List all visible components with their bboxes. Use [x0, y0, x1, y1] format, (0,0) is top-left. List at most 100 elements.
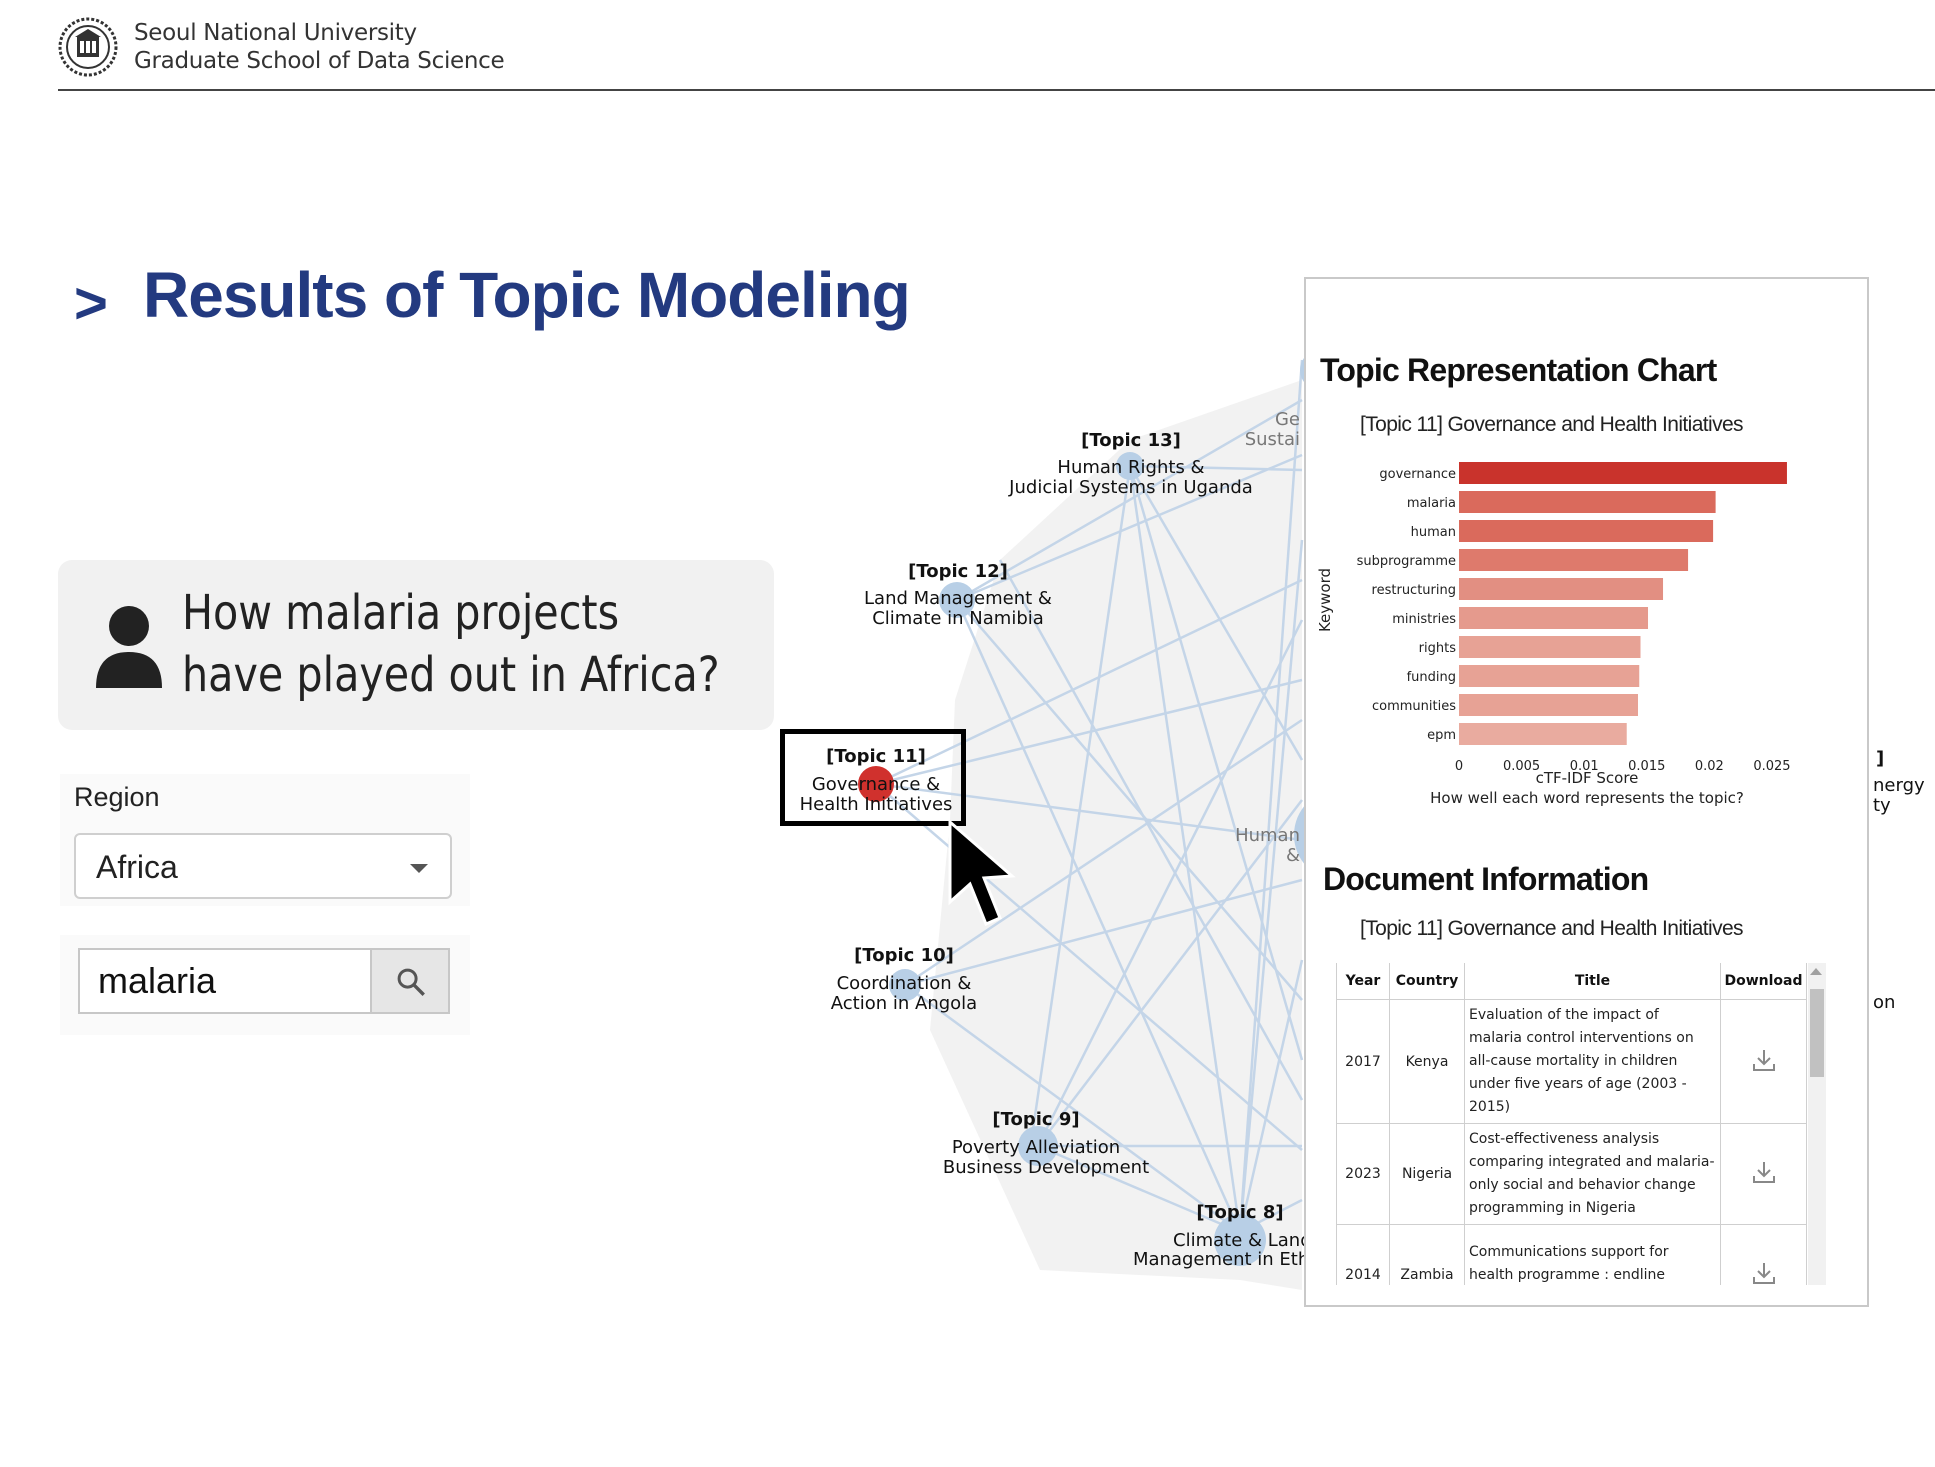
region-dropdown[interactable]: Africa	[74, 833, 452, 899]
topic-node-11[interactable]	[858, 766, 894, 802]
chart-x-tick-label: 0.02	[1695, 759, 1724, 774]
column-header-year[interactable]: Year	[1336, 963, 1390, 1000]
topic-node-8[interactable]	[1214, 1214, 1266, 1266]
chart-category-label: subprogramme	[1357, 554, 1456, 569]
chart-x-tick-label: 0.005	[1503, 759, 1540, 774]
query-card	[58, 560, 774, 730]
network-labels: [Topic 13] Human Rights & Judicial Syste…	[800, 409, 1925, 1270]
download-icon[interactable]	[1751, 1047, 1777, 1073]
chart-bar-human[interactable]	[1459, 520, 1714, 542]
query-text-line-2: have played out in Africa?	[182, 647, 720, 703]
table-row: 2023 Nigeria Cost-effectiveness analysis…	[1336, 1123, 1807, 1225]
chart-x-tick-label: 0.01	[1570, 759, 1599, 774]
partial-label-right-b: nergy	[1873, 775, 1925, 796]
chart-bar-restructuring[interactable]	[1459, 578, 1664, 600]
column-header-download[interactable]: Download	[1720, 963, 1807, 1000]
download-icon[interactable]	[1751, 1159, 1777, 1185]
chart-category-label: governance	[1379, 467, 1456, 482]
chart-bar-funding[interactable]	[1459, 665, 1640, 687]
chart-category-label: rights	[1419, 641, 1457, 656]
mouse-cursor-icon	[948, 818, 1016, 926]
chart-bar-communities[interactable]	[1459, 694, 1638, 716]
chart-subtitle: [Topic 11] Governance and Health Initiat…	[1360, 413, 1744, 436]
partial-label-mid-a: Human	[1235, 825, 1300, 846]
topic-node-12[interactable]	[939, 582, 975, 618]
chart-bar-subprogramme[interactable]	[1459, 549, 1689, 571]
cell-download	[1720, 1123, 1807, 1225]
region-selected-value: Africa	[96, 849, 178, 885]
chart-category-label: funding	[1407, 670, 1456, 685]
partial-label-top-a: Ge	[1275, 409, 1300, 430]
chart-bar-governance[interactable]	[1459, 462, 1787, 484]
user-icon	[96, 606, 162, 688]
chart-bar-rights[interactable]	[1459, 636, 1641, 658]
topic-12-line2: Climate in Namibia	[872, 608, 1044, 629]
topic-13-title: [Topic 13]	[1081, 430, 1181, 451]
partial-label-right-d: on	[1873, 992, 1895, 1013]
search-input[interactable]	[80, 950, 370, 1012]
page-title: Results of Topic Modeling	[143, 259, 911, 331]
chart-bars	[1459, 462, 1787, 745]
partial-label-right-c: ty	[1873, 795, 1891, 816]
topic-9-line1: Poverty Alleviation	[952, 1137, 1120, 1158]
chart-x-ticks: 0 0.005 0.01 0.015 0.02 0.025	[1455, 759, 1791, 774]
topic-8-line2: Management in Eth	[1133, 1249, 1309, 1270]
chart-x-tick-label: 0.015	[1628, 759, 1665, 774]
topic-8-title: [Topic 8]	[1196, 1202, 1283, 1223]
chart-bar-ministries[interactable]	[1459, 607, 1649, 629]
topic-13-line1: Human Rights &	[1057, 457, 1204, 478]
table-row: 2017 Kenya Evaluation of the impact of m…	[1336, 999, 1807, 1124]
region-label: Region	[74, 782, 160, 812]
topic-10-line2: Action in Angola	[831, 993, 977, 1014]
document-table-container[interactable]: Year Country Title Download 2017 Kenya E…	[1336, 963, 1808, 1285]
download-icon[interactable]	[1751, 1260, 1777, 1285]
document-table: Year Country Title Download 2017 Kenya E…	[1336, 963, 1807, 1285]
column-header-country[interactable]: Country	[1389, 963, 1465, 1000]
cell-title: Evaluation of the impact of malaria cont…	[1464, 999, 1721, 1124]
topic-11-line2: Health Initiatives	[800, 794, 953, 815]
search-button[interactable]	[370, 950, 448, 1012]
chart-heading: Topic Representation Chart	[1320, 352, 1717, 388]
topic-13-line2: Judicial Systems in Uganda	[1008, 477, 1253, 498]
chart-category-label: malaria	[1407, 496, 1456, 511]
chart-category-label: restructuring	[1372, 583, 1456, 598]
search-icon	[397, 968, 425, 996]
chart-y-axis-label: Keyword	[1316, 568, 1334, 632]
search-box	[78, 948, 450, 1014]
topic-8-line1: Climate & Land	[1173, 1230, 1312, 1251]
topic-network-graph: [Topic 13] Human Rights & Judicial Syste…	[800, 350, 1925, 1290]
topic-12-title: [Topic 12]	[908, 561, 1008, 582]
cell-year: 2014	[1336, 1224, 1390, 1285]
cell-download	[1720, 999, 1807, 1124]
topic-9-line2: Business Development	[943, 1157, 1149, 1178]
cell-download	[1720, 1224, 1807, 1285]
topic-10-title: [Topic 10]	[854, 945, 954, 966]
topic-node-13[interactable]	[1116, 452, 1144, 480]
chart-category-label: epm	[1427, 728, 1456, 743]
topic-node-10[interactable]	[889, 969, 921, 1001]
partial-label-mid-b: &	[1286, 845, 1300, 866]
topic-11-title: [Topic 11]	[826, 746, 926, 767]
chart-x-tick-label: 0	[1455, 759, 1463, 774]
topic-representation-bar-chart: governance malaria human subprogramme restru…	[1316, 462, 1791, 807]
cell-country: Zambia	[1389, 1224, 1465, 1285]
chart-bar-epm[interactable]	[1459, 723, 1627, 745]
chart-category-label: communities	[1372, 699, 1456, 714]
partial-label-top-b: Sustai	[1245, 429, 1300, 450]
chart-category-label: human	[1411, 525, 1456, 540]
snu-emblem-icon	[58, 17, 118, 77]
header-divider	[58, 89, 1935, 91]
chart-category-labels: governance malaria human subprogramme restru…	[1357, 467, 1457, 743]
chart-bar-malaria[interactable]	[1459, 491, 1716, 513]
table-header-row: Year Country Title Download	[1336, 963, 1807, 1000]
topic-node-9[interactable]	[1018, 1126, 1058, 1166]
topic-12-line1: Land Management &	[864, 588, 1052, 609]
cell-year: 2023	[1336, 1123, 1390, 1225]
column-header-title[interactable]: Title	[1464, 963, 1721, 1000]
table-scrollbar-thumb[interactable]	[1810, 989, 1824, 1077]
query-text-line-1: How malaria projects	[182, 585, 620, 641]
scroll-up-arrow-icon[interactable]	[1810, 968, 1822, 975]
chart-category-label: ministries	[1392, 612, 1456, 627]
topic-10-line1: Coordination &	[837, 973, 972, 994]
cell-year: 2017	[1336, 999, 1390, 1124]
